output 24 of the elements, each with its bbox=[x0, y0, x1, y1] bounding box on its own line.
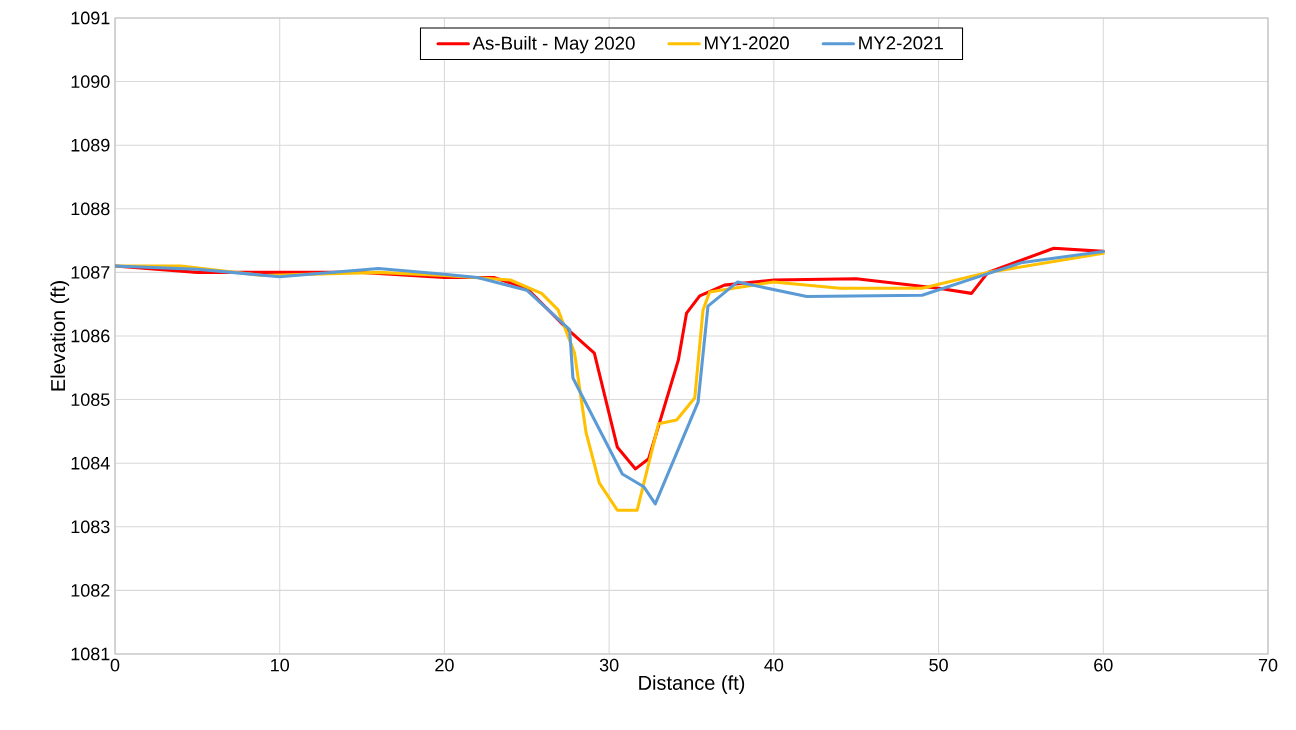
x-tick-label: 30 bbox=[599, 658, 619, 672]
legend-label: MY1-2020 bbox=[705, 36, 789, 50]
y-tick-label: 1086 bbox=[71, 329, 110, 343]
y-tick-label: 1090 bbox=[71, 75, 110, 88]
y-tick-label: 1088 bbox=[71, 202, 110, 216]
y-tick-label: 1087 bbox=[71, 266, 110, 279]
x-tick-label: 60 bbox=[1094, 658, 1113, 672]
y-tick-label: 1083 bbox=[71, 520, 110, 534]
x-tick-label: 20 bbox=[435, 658, 454, 672]
y-tick-label: 1089 bbox=[71, 138, 110, 152]
y-tick-label: 1085 bbox=[71, 393, 110, 406]
y-tick-label: 1082 bbox=[71, 584, 110, 597]
x-axis-title: Distance (ft) bbox=[639, 675, 745, 694]
x-tick-label: 40 bbox=[764, 658, 784, 672]
y-tick-label: 1084 bbox=[71, 456, 110, 470]
x-tick-label: 50 bbox=[929, 658, 948, 672]
legend-label: As-Built - May 2020 bbox=[472, 36, 635, 54]
legend-label: MY2-2021 bbox=[859, 36, 943, 50]
y-tick-label: 1081 bbox=[71, 647, 110, 661]
y-tick-label: 1091 bbox=[71, 11, 110, 25]
x-tick-label: 10 bbox=[271, 658, 290, 672]
x-tick-label: 70 bbox=[1258, 658, 1278, 672]
y-axis-title: Elevation (ft) bbox=[50, 281, 70, 391]
x-tick-label: 0 bbox=[110, 658, 120, 672]
